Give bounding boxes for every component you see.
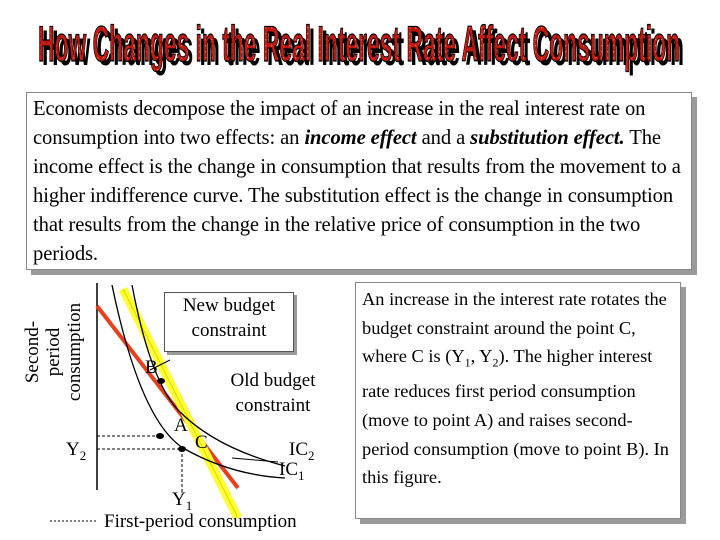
point-b-label: B [145, 357, 158, 378]
intro-box: Economists decompose the impact of an in… [26, 92, 692, 270]
explanation-box: An increase in the interest rate rotates… [355, 282, 681, 519]
intro-part3: The income effect is the change in consu… [33, 127, 681, 265]
old-budget-line1: Old budget [230, 370, 316, 391]
y-axis-label-line3: consumption [64, 302, 85, 402]
explanation-paragraph: An increase in the interest rate rotates… [362, 289, 669, 488]
ic2-label: IC2 [289, 439, 315, 463]
new-budget-callout: New budget constraint [164, 292, 294, 352]
y1-label: Y1 [172, 489, 193, 513]
new-budget-line2: constraint [191, 320, 267, 341]
ic1-label: IC1 [279, 459, 305, 483]
y-axis-label-line2: period [43, 327, 64, 377]
old-budget-callout: Old budget constraint [212, 368, 334, 424]
intro-part2: and a [416, 127, 471, 149]
title-text: How Changes in the Real Interest Rate Af… [38, 16, 680, 72]
y2-label: Y2 [66, 439, 87, 463]
point-a-label: A [174, 415, 188, 436]
new-budget-line1: New budget [182, 295, 276, 316]
slide-title: How Changes in the Real Interest Rate Af… [0, 2, 720, 82]
title-shadow: How Changes in the Real Interest Rate Af… [42, 20, 684, 76]
old-budget-line2: constraint [235, 395, 311, 416]
new-budget-leader [149, 359, 171, 371]
intro-paragraph: Economists decompose the impact of an in… [27, 93, 691, 269]
point-b-marker [157, 378, 165, 384]
y-axis-label-line1: Second- [22, 320, 43, 384]
x-axis-label: First-period consumption [104, 511, 297, 532]
point-c-label: C [195, 432, 208, 453]
ic1-curve [111, 284, 286, 479]
ic2-curve [131, 284, 286, 467]
new-budget-line-edge [122, 288, 239, 519]
income-effect-term: income effect [304, 127, 417, 149]
y-axis-label: Second- period consumption [22, 287, 86, 417]
ic-leader [231, 457, 279, 463]
intro-part1: Economists decompose the impact of an in… [33, 98, 646, 149]
substitution-effect-term: substitution effect. [470, 127, 625, 149]
